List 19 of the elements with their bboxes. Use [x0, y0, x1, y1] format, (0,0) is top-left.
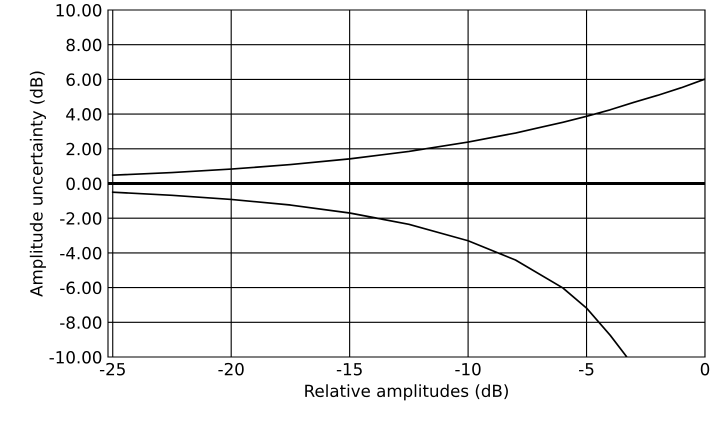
y-tick-label: 10.00: [56, 4, 102, 17]
x-tick-label: -25: [100, 362, 125, 376]
x-tick-label: -10: [455, 362, 481, 376]
y-tick-label: 8.00: [66, 38, 102, 52]
y-tick-label: -6.00: [60, 282, 102, 294]
y-tick-label: 4.00: [66, 108, 102, 121]
x-tick-label: -5: [579, 363, 594, 376]
y-tick-label: 2.00: [66, 142, 102, 156]
y-tick-label: -10.00: [50, 350, 102, 364]
x-tick-label: -15: [336, 363, 362, 376]
y-tick-label: -2.00: [60, 212, 102, 225]
x-tick-label: 0: [700, 362, 710, 376]
y-tick-label: -8.00: [60, 316, 102, 329]
y-tick-label: -4.00: [60, 246, 102, 260]
x-axis-title: Relative amplitudes (dB): [305, 384, 508, 400]
y-axis-title: Amplitude uncertainty (dB): [30, 72, 46, 297]
y-tick-label: 0.00: [66, 177, 102, 190]
y-tick-label: 6.00: [66, 73, 102, 86]
x-tick-label: -20: [218, 362, 244, 376]
